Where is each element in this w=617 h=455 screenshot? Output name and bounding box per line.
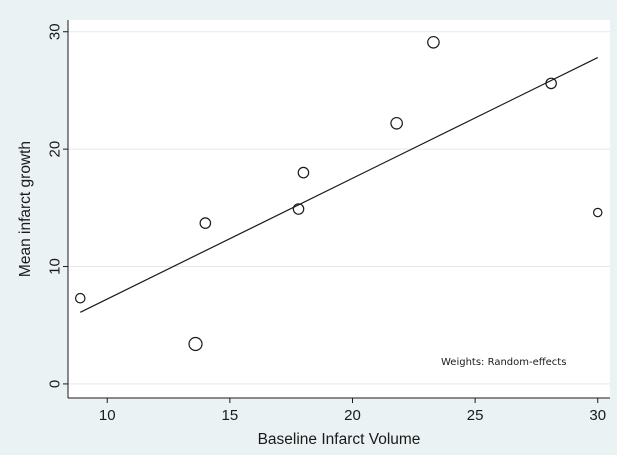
x-axis-title: Baseline Infarct Volume xyxy=(258,431,421,448)
y-tick-label: 0 xyxy=(46,380,63,388)
x-tick-label: 15 xyxy=(222,407,239,424)
x-tick-label: 25 xyxy=(467,407,484,424)
data-point xyxy=(199,217,212,229)
y-axis-title: Mean infarct growth xyxy=(17,141,34,277)
fit-line-layer xyxy=(79,57,599,313)
y-tick-label: 30 xyxy=(46,23,63,40)
data-point xyxy=(188,336,203,352)
data-point xyxy=(74,292,86,304)
data-point xyxy=(427,35,440,49)
x-tick-label: 20 xyxy=(344,407,361,424)
data-point xyxy=(592,207,603,218)
data-point xyxy=(292,203,305,215)
axes xyxy=(67,20,610,399)
y-tick-label: 20 xyxy=(46,141,63,158)
y-ticks: 0 10 20 30 xyxy=(46,23,68,388)
fit-line xyxy=(79,57,599,313)
x-tick-label: 10 xyxy=(99,407,116,424)
weights-annotation: Weights: Random-effects xyxy=(441,357,566,368)
data-points xyxy=(74,35,603,352)
data-point xyxy=(297,166,310,179)
data-point xyxy=(545,77,557,90)
plot-area xyxy=(68,20,610,398)
data-point xyxy=(390,116,403,130)
x-ticks: 10 15 20 25 30 xyxy=(99,398,606,424)
x-tick-label: 30 xyxy=(589,407,606,424)
y-tick-label: 10 xyxy=(46,258,63,275)
gridlines xyxy=(68,31,610,385)
